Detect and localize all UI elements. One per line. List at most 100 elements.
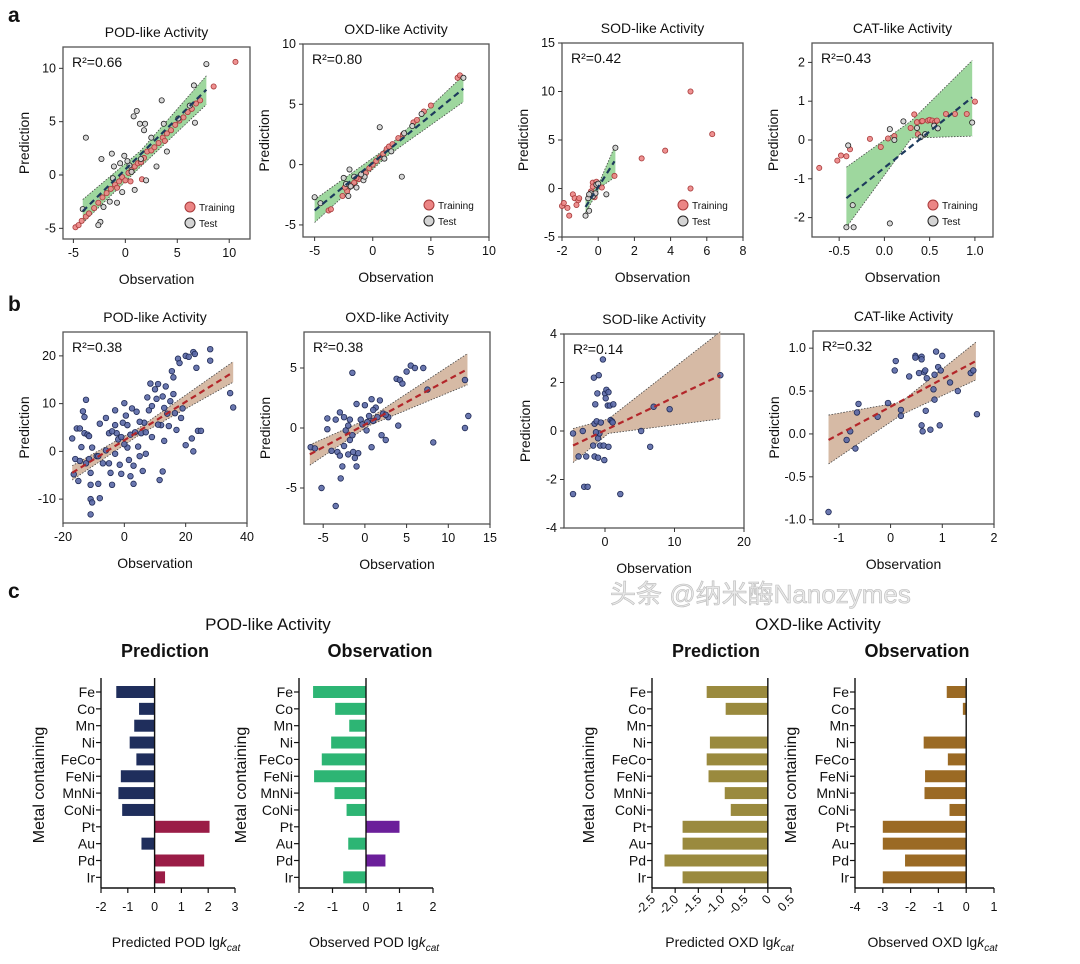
data-point xyxy=(157,477,163,483)
training-point xyxy=(128,179,133,184)
training-point xyxy=(96,200,101,205)
data-point xyxy=(155,422,161,428)
data-point xyxy=(856,401,862,407)
training-point xyxy=(817,165,822,170)
data-point xyxy=(932,372,938,378)
chart-title: CAT-like Activity xyxy=(854,308,953,324)
data-point xyxy=(325,416,331,422)
x-axis-label-subscript: cat xyxy=(426,943,441,954)
test-point xyxy=(970,120,975,125)
data-point xyxy=(171,375,177,381)
training-point xyxy=(577,196,582,201)
category-label: FeNi xyxy=(65,768,95,784)
bar-pt xyxy=(683,821,768,833)
bar-coni xyxy=(122,804,154,816)
data-point xyxy=(88,482,94,488)
data-point xyxy=(88,470,94,476)
chart-c4: FeCoMnNiFeCoFeNiMnNiCoNiPtAuPdIr-4-3-2-1… xyxy=(783,678,999,954)
category-label: Pt xyxy=(836,819,849,835)
test-point xyxy=(312,195,317,200)
data-point xyxy=(939,353,945,359)
x-tick-label: -1 xyxy=(122,900,133,914)
data-point xyxy=(404,369,410,375)
data-point xyxy=(638,428,644,434)
training-point xyxy=(173,122,178,127)
bar-mn xyxy=(134,720,154,732)
data-point xyxy=(155,381,161,387)
data-point xyxy=(319,485,325,491)
category-label: Fe xyxy=(277,684,294,700)
x-tick-label: 0 xyxy=(963,900,970,914)
training-point xyxy=(561,200,566,205)
data-point xyxy=(329,448,335,454)
x-tick-label: 6 xyxy=(703,244,710,258)
bar-coni xyxy=(950,804,967,816)
x-tick-label: -2.5 xyxy=(633,892,658,917)
bar-feni xyxy=(709,770,768,782)
data-point xyxy=(920,429,926,435)
bar-fe xyxy=(116,686,154,698)
r-squared-label: R²=0.32 xyxy=(822,338,872,354)
data-point xyxy=(923,408,929,414)
data-point xyxy=(592,402,598,408)
category-label: Co xyxy=(831,701,849,717)
training-point xyxy=(123,178,128,183)
bar-pt xyxy=(883,821,966,833)
category-label: Fe xyxy=(630,684,647,700)
test-point xyxy=(402,131,407,136)
category-label: CoNi xyxy=(64,802,95,818)
data-point xyxy=(207,346,213,352)
r-squared-label: R²=0.14 xyxy=(573,341,623,357)
legend-test-label: Test xyxy=(942,217,961,228)
data-point xyxy=(595,455,601,461)
test-point xyxy=(892,137,897,142)
category-label: Pd xyxy=(832,853,849,869)
x-tick-label: -1 xyxy=(833,531,844,545)
training-point xyxy=(934,118,939,123)
data-point xyxy=(377,398,383,404)
y-tick-label: 2 xyxy=(550,376,557,390)
training-point xyxy=(567,213,572,218)
data-point xyxy=(126,457,132,463)
data-point xyxy=(123,413,129,419)
data-point xyxy=(906,374,912,380)
test-point xyxy=(114,200,119,205)
y-tick-label: 1.0 xyxy=(789,341,806,355)
x-tick-label: 0 xyxy=(121,530,128,544)
data-point xyxy=(350,370,356,376)
training-point xyxy=(688,89,693,94)
training-point xyxy=(100,195,105,200)
test-point xyxy=(604,192,609,197)
bar-au xyxy=(883,838,966,850)
data-point xyxy=(131,463,137,469)
bar-feco xyxy=(322,753,366,765)
data-point xyxy=(122,441,128,447)
x-axis-label: Observation xyxy=(615,269,690,285)
bar-mnni xyxy=(925,787,967,799)
category-label: Ir xyxy=(284,869,293,885)
y-tick-label: -5 xyxy=(285,218,296,232)
test-point xyxy=(125,159,130,164)
training-point xyxy=(612,173,617,178)
bar-fe xyxy=(707,686,768,698)
data-point xyxy=(172,410,178,416)
y-axis-label: Prediction xyxy=(515,109,531,171)
y-tick-label: -0.5 xyxy=(784,470,806,484)
data-point xyxy=(826,509,832,515)
data-point xyxy=(76,478,82,484)
y-tick-label: 1 xyxy=(798,94,805,108)
x-tick-label: 1 xyxy=(178,900,185,914)
data-point xyxy=(922,368,928,374)
data-point xyxy=(86,433,92,439)
x-tick-label: -2 xyxy=(95,900,106,914)
bar-au xyxy=(348,838,366,850)
test-point xyxy=(164,149,169,154)
data-point xyxy=(109,429,115,435)
data-point xyxy=(370,407,376,413)
test-point xyxy=(159,98,164,103)
bar-mnni xyxy=(118,787,154,799)
data-point xyxy=(112,408,118,414)
test-point xyxy=(109,151,114,156)
chart-a3: SOD-like ActivityR²=0.42ObservationPredi… xyxy=(515,20,747,285)
